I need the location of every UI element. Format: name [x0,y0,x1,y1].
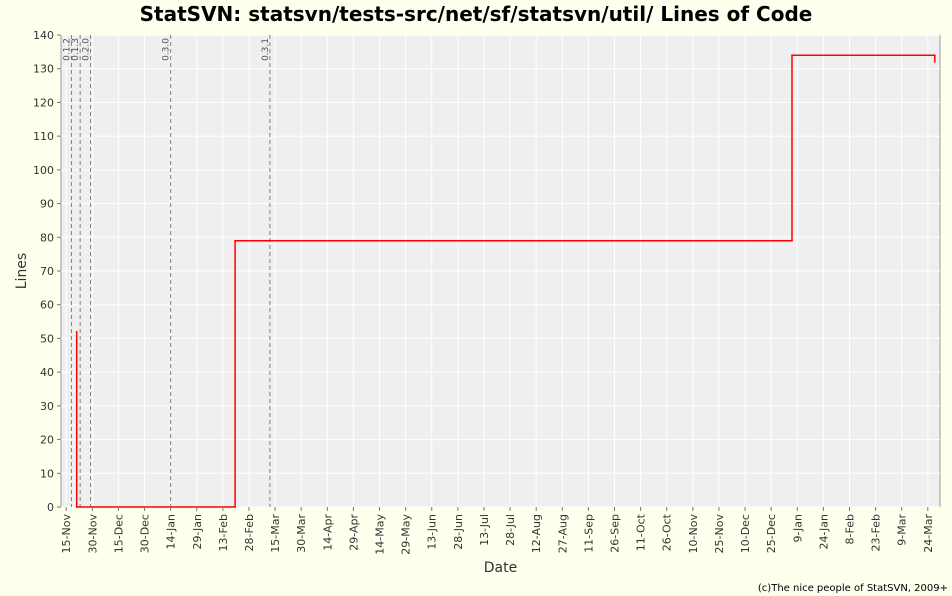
x-tick-label: 15-Dec [112,514,125,553]
x-tick-label: 28-Jul [504,514,517,546]
x-tick-label: 29-Jan [191,514,204,550]
x-tick-label: 13-Jun [426,514,439,550]
y-tick-label: 100 [33,164,54,177]
axes: 0 10 20 30 40 50 60 70 80 90 100 110 120 130 140 15-Nov… [33,29,935,555]
x-tick-label: 24-Mar [922,514,935,553]
x-tick-label: 9-Jan [791,514,804,543]
x-tick-label: 9-Mar [896,514,909,546]
y-tick-label: 120 [33,96,54,109]
grid-lines [61,34,940,508]
data-point [234,239,236,242]
data-point [933,61,936,63]
y-axis-label: Lines [14,253,30,289]
version-marker-label: 0.1.2 [62,38,72,61]
y-tick-label: 20 [40,434,54,447]
x-tick-label: 13-Feb [217,514,230,551]
data-point [791,54,793,57]
x-tick-label: 14-May [374,514,387,555]
footer-credit: (c)The nice people of StatSVN, 2009+ [757,583,948,594]
x-tick-label: 14-Jan [165,514,178,550]
x-tick-label: 27-Aug [556,514,569,553]
x-tick-label: 15-Nov [60,514,73,554]
data-point [75,330,78,333]
x-tick-label: 24-Jan [817,514,830,550]
x-tick-label: 30-Dec [139,514,152,553]
x-tick-label: 25-Nov [713,514,726,554]
x-tick-label: 28-Jun [452,514,465,550]
x-tick-label: 26-Sep [609,514,622,553]
x-tick-label: 14-Apr [321,514,334,551]
y-tick-label: 60 [40,299,54,312]
x-tick-label: 28-Feb [243,514,256,551]
series-layer [75,54,936,508]
x-tick-label: 30-Mar [295,514,308,553]
version-markers: 0.1.20.1.3 0.2.0 0.3.0 0.3.1 [62,35,271,507]
y-tick-label: 110 [33,130,54,143]
version-marker-label: 0.3.0 [162,38,172,61]
x-tick-label: 8-Feb [843,514,856,544]
version-marker-label: 0.2.0 [82,38,92,61]
y-tick-label: 130 [33,63,54,76]
y-tick-label: 140 [33,29,54,42]
x-axis-label: Date [484,560,517,576]
y-tick-label: 50 [40,332,54,345]
x-tick-label: 12-Aug [530,514,543,553]
x-tick-label: 10-Nov [687,514,700,554]
x-tick-label: 30-Nov [86,514,99,554]
x-tick-label: 15-Mar [269,514,282,553]
x-tick-label: 10-Dec [739,514,752,553]
y-tick-label: 70 [40,265,54,278]
version-marker-label: 0.1.3 [71,38,81,61]
y-tick-label: 10 [40,467,54,480]
data-point [933,54,936,57]
x-tick-label: 29-Apr [347,514,360,551]
version-marker-label: 0.3.1 [261,38,271,61]
x-tick-label: 13-Jul [478,514,491,546]
data-point [791,239,793,242]
y-tick-label: 80 [40,231,54,244]
x-tick-label: 11-Oct [635,513,648,551]
x-tick-label: 25-Dec [765,514,778,553]
y-tick-label: 90 [40,198,54,211]
x-tick-label: 23-Feb [870,514,883,551]
chart-title: StatSVN: statsvn/tests-src/net/sf/statsv… [139,2,813,26]
y-tick-label: 30 [40,400,54,413]
data-point [75,341,78,343]
y-tick-label: 40 [40,366,54,379]
y-tick-label: 0 [47,501,54,514]
data-point [234,506,236,508]
x-tick-label: 26-Oct [661,513,674,551]
data-point [75,506,78,508]
x-tick-label: 11-Sep [582,514,595,553]
x-tick-label: 29-May [400,514,413,555]
